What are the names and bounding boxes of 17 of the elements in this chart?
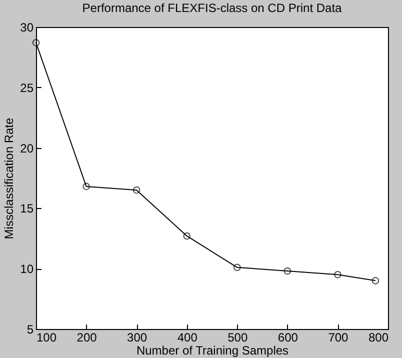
y-tick-label: 25: [20, 80, 34, 95]
x-tick-label: 300: [127, 330, 148, 344]
x-tick-label: 600: [278, 330, 298, 344]
y-tick-label: 20: [20, 141, 34, 156]
y-tick-label: 5: [26, 322, 34, 336]
x-axis-title: Number of Training Samples: [136, 344, 289, 358]
y-tick-label: 15: [20, 202, 34, 216]
x-tick-label: 200: [76, 330, 98, 344]
x-tick-label: 400: [177, 330, 198, 344]
y-tick-label: 30: [20, 20, 34, 34]
y-tick-label: 10: [20, 262, 34, 276]
x-tick-label: 800: [368, 330, 389, 344]
x-tick-label: 700: [328, 330, 349, 344]
y-axis-title: Missclassification Rate: [2, 117, 16, 240]
x-tick-label: 500: [228, 330, 248, 344]
chart-title: Performance of FLEXFIS-class on CD Print Data: [82, 1, 342, 15]
x-tick-label: 100: [36, 330, 57, 344]
